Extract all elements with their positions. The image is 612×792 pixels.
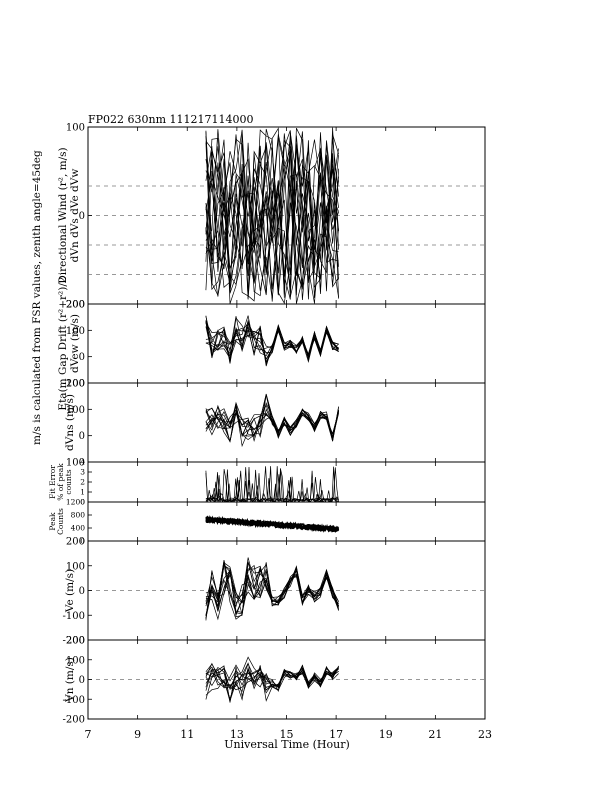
y-axis-label: dVns (m/s): [64, 394, 76, 451]
series-line: [205, 516, 340, 533]
y-axis-label: dVn dVs dVe dVw: [69, 169, 81, 263]
y-axis-label: % of peak: [56, 463, 65, 501]
y-tick-label: -100: [63, 379, 85, 390]
y-tick-label: 4: [80, 458, 85, 467]
y-axis-label-secondary: Directional Wind (r², m/s): [57, 147, 69, 283]
x-tick-label: 19: [379, 728, 393, 741]
y-tick-label: -100: [63, 695, 85, 706]
y-tick-label: 0: [79, 675, 85, 686]
x-tick-label: 11: [180, 728, 194, 741]
series-line: [205, 132, 339, 304]
panel-2: 200 100 0 -100 dVew (m/s)Eta(m Gap Drift (r²…: [57, 276, 486, 411]
series-group: [205, 466, 339, 502]
y-axis-label-secondary: Eta(m Gap Drift (r²+r²)/2: [57, 276, 69, 410]
y-tick-label: 100: [66, 405, 85, 416]
series-line: [205, 133, 339, 299]
series-line: [205, 561, 339, 617]
y-tick-label: 0: [79, 211, 85, 222]
panel-frame: [87, 461, 486, 503]
y-axis-label: Peak: [48, 512, 57, 531]
series-group: [205, 127, 339, 304]
y-tick-label: 1: [80, 488, 85, 497]
x-tick-label: 17: [329, 728, 343, 741]
y-tick-label: 1200: [66, 498, 85, 507]
series-line: [205, 557, 339, 615]
series-group: [205, 557, 339, 621]
series-line: [205, 565, 339, 617]
series-group: [205, 315, 339, 367]
series-group: [205, 515, 340, 533]
page-title: FP022 630nm 111217114000: [88, 113, 254, 126]
y-tick-label: 100: [66, 655, 85, 666]
y-tick-label: 0: [79, 431, 85, 442]
y-tick-label: 0: [80, 498, 85, 507]
panel-frame: [87, 501, 486, 542]
y-tick-label: 100: [66, 326, 85, 337]
series-line: [205, 664, 339, 700]
y-axis-label: counts: [64, 469, 73, 494]
series-line: [205, 563, 339, 620]
y-tick-label: 400: [71, 524, 86, 533]
series-line: [205, 409, 339, 443]
x-tick-label: 9: [134, 728, 141, 741]
y-tick-label: -200: [63, 636, 85, 647]
x-tick-label: 15: [280, 728, 294, 741]
y-tick-label: -200: [63, 715, 85, 726]
series-group: [205, 656, 339, 703]
y-tick-label: -100: [63, 611, 85, 622]
y-axis-label: dVew (m/s): [69, 314, 81, 373]
y-axis-label: Vn (m/s): [64, 657, 76, 703]
y-tick-label: 200: [66, 537, 85, 548]
series-line: [205, 320, 339, 367]
x-tick-label: 13: [230, 728, 244, 741]
series-line: [205, 409, 339, 439]
y-tick-label: 100: [66, 458, 85, 469]
y-tick-label: 200: [66, 636, 85, 647]
panel-7: 200 100 0 -100 -200 Vn (m/s): [63, 636, 486, 726]
y-tick-label: 100: [66, 123, 85, 134]
x-tick-label: 21: [428, 728, 442, 741]
y-tick-label: 0: [79, 586, 85, 597]
series-line: [205, 153, 339, 298]
series-line: [205, 664, 339, 689]
panel-6: 200 100 0 -100 -200 Ve (m/s): [63, 537, 486, 647]
series-line: [205, 128, 339, 300]
series-line: [205, 133, 339, 302]
y-axis-label: Fit Error: [48, 465, 57, 499]
y-tick-label: 0: [79, 352, 85, 363]
x-axis-label: Universal Time (Hour): [224, 738, 350, 751]
y-tick-label: 3: [80, 468, 85, 477]
side-note: m/s is calculated from FSR values, zenit…: [31, 150, 43, 445]
x-tick-label: 23: [478, 728, 492, 741]
series-group: [205, 393, 339, 448]
y-tick-label: 0: [80, 537, 85, 546]
y-tick-label: 100: [66, 561, 85, 572]
y-axis-label: Counts: [56, 508, 65, 535]
y-tick-label: 200: [66, 300, 85, 311]
x-tick-label: 7: [85, 728, 92, 741]
series-line: [205, 323, 339, 364]
y-tick-label: 200: [66, 379, 85, 390]
y-tick-label: 200: [66, 300, 85, 311]
series-line: [205, 395, 339, 439]
x-tick-labels: 7 9 11 13 15 17 19 21 23: [85, 728, 493, 741]
panel-5: 1200 800 400 0 Peak Counts: [48, 498, 486, 546]
y-tick-label: 2: [80, 478, 85, 487]
series-line: [205, 129, 339, 292]
y-tick-label: 800: [71, 511, 86, 520]
series-line: [205, 667, 339, 702]
y-axis-label: Ve (m/s): [64, 569, 76, 613]
